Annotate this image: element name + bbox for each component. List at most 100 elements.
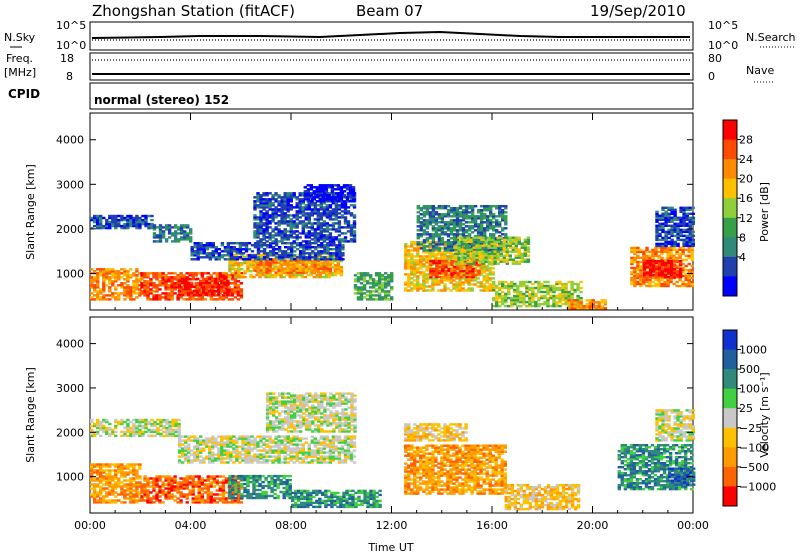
heatmap-cell	[543, 297, 546, 299]
heatmap-cell	[651, 249, 654, 251]
heatmap-cell	[153, 232, 156, 234]
heatmap-cell	[661, 227, 664, 229]
heatmap-cell	[206, 242, 209, 244]
heatmap-cell	[114, 215, 117, 217]
heatmap-cell	[120, 276, 123, 278]
heatmap-cell	[347, 220, 350, 222]
heatmap-cell	[194, 242, 197, 244]
heatmap-cell	[435, 211, 438, 213]
heatmap-cell	[120, 268, 123, 270]
heatmap-cell	[96, 290, 99, 292]
heatmap-cell	[485, 245, 488, 247]
heatmap-cell	[432, 225, 435, 227]
heatmap-cell	[678, 253, 681, 255]
heatmap-cell	[440, 281, 443, 283]
heatmap-cell	[138, 217, 141, 219]
power-region-16	[567, 299, 607, 309]
heatmap-cell	[308, 240, 311, 242]
heatmap-cell	[284, 206, 287, 208]
heatmap-cell	[245, 242, 248, 244]
heatmap-cell	[233, 246, 236, 248]
heatmap-cell	[438, 221, 441, 223]
heatmap-cell	[472, 263, 475, 265]
heatmap-cell	[277, 265, 280, 267]
heatmap-cell	[271, 194, 274, 196]
heatmap-cell	[284, 246, 287, 248]
heatmap-cell	[429, 205, 432, 207]
heatmap-cell	[453, 276, 456, 278]
heatmap-cell	[519, 297, 522, 299]
heatmap-cell	[661, 207, 664, 209]
heatmap-cell	[630, 261, 633, 263]
heatmap-cell	[218, 252, 221, 254]
heatmap-cell	[350, 212, 353, 214]
heatmap-cell	[183, 230, 186, 232]
heatmap-cell	[243, 256, 246, 258]
heatmap-cell	[527, 247, 530, 249]
heatmap-cell	[201, 272, 204, 274]
heatmap-cell	[404, 245, 407, 247]
heatmap-cell	[576, 297, 579, 299]
heatmap-cell	[111, 292, 114, 294]
heatmap-cell	[132, 286, 135, 288]
heatmap-cell	[689, 207, 692, 209]
heatmap-cell	[262, 222, 265, 224]
heatmap-cell	[262, 206, 265, 208]
heatmap-cell	[305, 204, 308, 206]
heatmap-cell	[495, 297, 498, 299]
heatmap-cell	[489, 211, 492, 213]
heatmap-cell	[420, 243, 423, 245]
heatmap-cell	[441, 237, 444, 239]
heatmap-cell	[299, 220, 302, 222]
heatmap-cell	[323, 228, 326, 230]
heatmap-cell	[158, 272, 161, 274]
heatmap-cell	[102, 225, 105, 227]
heatmap-cell	[271, 228, 274, 230]
colorbar-tick-label: 12	[739, 212, 753, 225]
heatmap-cell	[277, 261, 280, 263]
heatmap-cell	[513, 297, 516, 299]
heatmap-cell	[155, 284, 158, 286]
heatmap-cell	[509, 251, 512, 253]
heatmap-cell	[123, 431, 126, 433]
heatmap-cell	[123, 282, 126, 284]
heatmap-cell	[146, 280, 149, 282]
heatmap-cell	[179, 272, 182, 274]
heatmap-cell	[296, 248, 299, 250]
heatmap-cell	[492, 233, 495, 235]
heatmap-cell	[329, 232, 332, 234]
heatmap-cell	[234, 268, 237, 270]
heatmap-cell	[271, 208, 274, 210]
heatmap-cell	[120, 419, 123, 421]
heatmap-cell	[504, 233, 507, 235]
heatmap-cell	[329, 263, 332, 265]
heatmap-cell	[432, 211, 435, 213]
heatmap-cell	[431, 281, 434, 283]
power-heatmap	[90, 184, 695, 309]
heatmap-cell	[149, 272, 152, 274]
heatmap-cell	[90, 292, 93, 294]
heatmap-cell	[407, 273, 410, 275]
heatmap-cell	[648, 255, 651, 257]
heatmap-cell	[350, 238, 353, 240]
heatmap-cell	[213, 272, 216, 274]
heatmap-cell	[156, 226, 159, 228]
heatmap-cell	[416, 275, 419, 277]
heatmap-cell	[343, 184, 346, 186]
heatmap-cell	[180, 236, 183, 238]
heatmap-cell	[513, 283, 516, 285]
heatmap-cell	[287, 242, 290, 244]
heatmap-cell	[480, 209, 483, 211]
heatmap-cell	[328, 194, 331, 196]
heatmap-cell	[277, 220, 280, 222]
heatmap-cell	[280, 267, 283, 269]
heatmap-cell	[495, 229, 498, 231]
heatmap-cell	[558, 293, 561, 295]
heatmap-cell	[287, 214, 290, 216]
heatmap-cell	[305, 232, 308, 234]
heatmap-cell	[357, 276, 360, 278]
heatmap-cell	[191, 250, 194, 252]
heatmap-cell	[531, 305, 534, 307]
heatmap-cell	[630, 267, 633, 269]
heatmap-cell	[211, 286, 214, 288]
